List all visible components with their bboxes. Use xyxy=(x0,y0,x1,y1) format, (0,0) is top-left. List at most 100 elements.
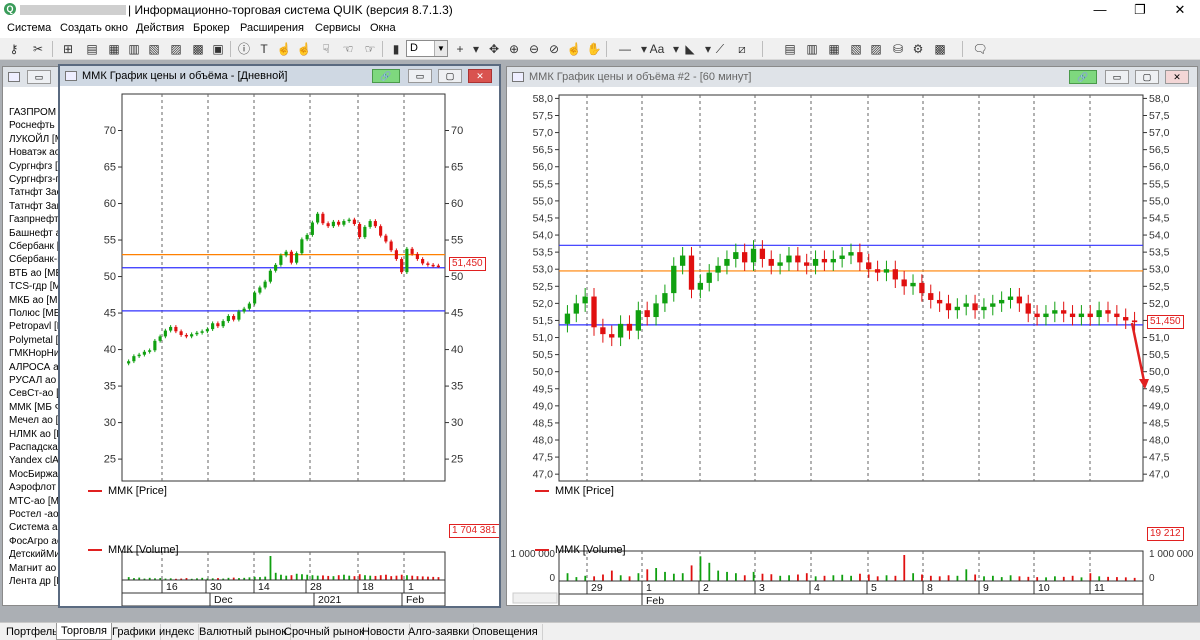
color-dropdown-icon[interactable]: ▾ xyxy=(704,42,712,56)
security-list-item[interactable]: МосБиржа xyxy=(9,468,58,480)
security-list-item[interactable]: Татнфт 3ао xyxy=(9,187,63,199)
security-list-item[interactable]: СевСт-ао [М xyxy=(9,388,68,400)
new-stop-order-icon[interactable]: ▥ xyxy=(806,42,818,56)
daily-minimize-button[interactable]: ▭ xyxy=(408,69,432,83)
link-icon[interactable]: 🔗 xyxy=(372,69,400,83)
security-list-item[interactable]: Yandex clA xyxy=(9,455,59,467)
tab-fx-market[interactable]: Валютный рынок xyxy=(195,624,292,640)
tab-trading[interactable]: Торговля xyxy=(56,623,112,640)
hand-right-icon[interactable]: ☞ xyxy=(364,42,376,56)
zoom-out-icon[interactable]: ⊖ xyxy=(528,42,540,56)
hourly-chart-titlebar[interactable]: ММК График цены и объёма #2 - [60 минут]… xyxy=(507,67,1197,87)
security-list-item[interactable]: TCS-гдр [М xyxy=(9,281,61,293)
info-icon[interactable]: ⓘ xyxy=(237,42,250,56)
security-list-item[interactable]: Газпрнефть xyxy=(9,214,64,226)
security-list-item[interactable]: ЛУКОЙЛ [М xyxy=(9,133,64,145)
new-window-icon[interactable]: ⊞ xyxy=(62,42,74,56)
key-icon[interactable]: ⚷ xyxy=(9,42,19,56)
zoom-fit-icon[interactable]: ⊘ xyxy=(548,42,560,56)
security-list-item[interactable]: Магнит ао [ xyxy=(9,562,62,574)
security-list-item[interactable]: МКБ ао [МБ xyxy=(9,294,65,306)
hourly-minimize-button[interactable]: ▭ xyxy=(1105,70,1129,84)
trades-icon[interactable]: ▧ xyxy=(148,42,160,56)
tab-algo-orders[interactable]: Алго-заявки xyxy=(404,624,475,640)
security-list-item[interactable]: Аэрофлот [ xyxy=(9,482,62,494)
new-order-icon[interactable]: ▤ xyxy=(784,42,796,56)
security-list-item[interactable]: ГМКНорНик xyxy=(9,348,64,360)
hand-down-icon[interactable]: ☟ xyxy=(322,42,330,56)
security-list-item[interactable]: ФосАгро ао xyxy=(9,535,63,547)
security-list-item[interactable]: Распадская xyxy=(9,442,64,453)
daily-maximize-button[interactable]: ▢ xyxy=(438,69,462,83)
link-icon[interactable]: 🔗 xyxy=(1069,70,1097,84)
font-dropdown-icon[interactable]: ▾ xyxy=(672,42,680,56)
menu-windows[interactable]: Окна xyxy=(370,22,396,34)
portfolio-icon[interactable]: ▩ xyxy=(192,42,204,56)
hourly-close-button[interactable]: ✕ xyxy=(1165,70,1189,84)
menu-broker[interactable]: Брокер xyxy=(193,22,230,34)
security-list-item[interactable]: ГАЗПРОМ ао xyxy=(9,107,70,118)
security-list-item[interactable]: Petropavl [М xyxy=(9,321,66,333)
settings-icon[interactable]: ⚙ xyxy=(912,42,924,56)
line-style-icon[interactable]: — xyxy=(619,42,631,56)
pointer-hand-icon[interactable]: ☝ xyxy=(566,42,582,56)
chart-bars-icon[interactable]: ▮ xyxy=(392,42,400,56)
hourly-chart-window[interactable]: ММК График цены и объёма #2 - [60 минут]… xyxy=(506,66,1198,606)
security-list-item[interactable]: ВТБ ао [МБ xyxy=(9,267,63,279)
table-icon[interactable]: ▤ xyxy=(86,42,98,56)
quotes-icon[interactable]: ▦ xyxy=(108,42,120,56)
hand-icon[interactable]: ☝ xyxy=(276,42,292,56)
security-list-item[interactable]: Сбербанк-п xyxy=(9,254,63,266)
security-list-item[interactable]: Татнфт 3ап xyxy=(9,200,63,212)
tab-derivatives[interactable]: Срочный рынок xyxy=(280,624,369,640)
security-list-item[interactable]: МТС-ао [МБ xyxy=(9,495,66,507)
security-list-item[interactable]: Сургнфгз-п xyxy=(9,174,61,185)
trendline-icon[interactable]: ⟋ xyxy=(715,42,725,56)
tab-alerts[interactable]: Оповещения xyxy=(468,624,543,640)
new-trade-icon[interactable]: ▧ xyxy=(850,42,862,56)
menu-system[interactable]: Система xyxy=(7,22,52,34)
stop-orders-icon[interactable]: ▨ xyxy=(170,42,182,56)
grab-hand-icon[interactable]: ✋ xyxy=(586,42,602,56)
security-list-item[interactable]: Сургнфгз [М xyxy=(9,160,67,172)
delete-lines-icon[interactable]: ⧄ xyxy=(738,42,746,56)
hourly-maximize-button[interactable]: ▢ xyxy=(1135,70,1159,84)
security-list-item[interactable]: Башнефт ап xyxy=(9,227,67,239)
move-icon[interactable]: ✥ xyxy=(488,42,500,56)
crosshair-dropdown-icon[interactable]: ▾ xyxy=(472,42,480,56)
security-list-item[interactable]: Роснефть [М xyxy=(9,120,69,132)
menu-extensions[interactable]: Расширения xyxy=(240,22,304,34)
security-list-item[interactable]: ММК [МБ Ф xyxy=(9,401,63,413)
minimize-button[interactable]: — xyxy=(1093,2,1107,17)
daily-chart-titlebar[interactable]: ММК График цены и объёма - [Дневной] 🔗 ▭… xyxy=(60,66,499,86)
securities-minimize-button[interactable]: ▭ xyxy=(27,70,51,84)
security-list-item[interactable]: АЛРОСА ао xyxy=(9,361,65,373)
security-list-item[interactable]: Система ао xyxy=(9,522,64,534)
close-button[interactable]: ✕ xyxy=(1174,2,1186,17)
orders-icon[interactable]: ▥ xyxy=(128,42,140,56)
menu-services[interactable]: Сервисы xyxy=(315,22,361,34)
tab-index[interactable]: индекс xyxy=(155,624,200,640)
line-dropdown-icon[interactable]: ▾ xyxy=(640,42,648,56)
report-icon[interactable]: ▨ xyxy=(870,42,882,56)
maximize-button[interactable]: ❐ xyxy=(1134,2,1146,17)
hand-left-icon[interactable]: ☜ xyxy=(342,42,354,56)
chevron-down-icon[interactable]: ▼ xyxy=(434,41,447,56)
interval-select[interactable]: D ▼ xyxy=(406,40,448,57)
font-icon[interactable]: Aa xyxy=(649,42,665,56)
security-list-item[interactable]: НЛМК ао [М xyxy=(9,428,65,440)
tab-portfolio[interactable]: Портфель xyxy=(2,624,63,640)
hand-up-icon[interactable]: ☝ xyxy=(296,42,312,56)
security-list-item[interactable]: Мечел ао [М xyxy=(9,415,67,427)
limits-icon[interactable]: ▣ xyxy=(212,42,224,56)
daily-close-button[interactable]: ✕ xyxy=(468,69,492,83)
security-list-item[interactable]: Ростел -ао xyxy=(9,509,59,520)
menu-actions[interactable]: Действия xyxy=(136,22,185,34)
security-list-item[interactable]: Новатэк ао xyxy=(9,147,61,159)
security-list-item[interactable]: ДетскийМир xyxy=(9,549,66,561)
security-list-item[interactable]: Сбербанк [М xyxy=(9,241,68,252)
tab-charts[interactable]: Графики xyxy=(108,624,161,640)
archive-icon[interactable]: ⛁ xyxy=(892,42,904,56)
message-icon[interactable]: 🗨 xyxy=(972,42,988,56)
tab-news[interactable]: Новости xyxy=(358,624,410,640)
